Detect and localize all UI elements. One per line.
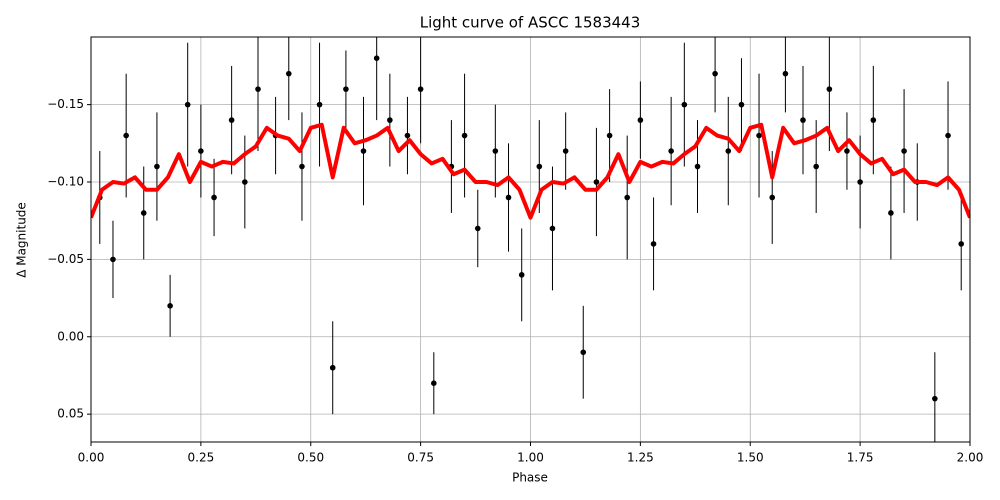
data-point — [549, 225, 556, 232]
y-tick-label: 0.05 — [57, 407, 84, 421]
trend-line — [91, 122, 970, 220]
x-tick-label: 1.25 — [627, 451, 654, 465]
data-point — [404, 132, 411, 139]
data-point — [343, 86, 349, 92]
data-point — [769, 194, 776, 201]
data-point — [650, 241, 657, 247]
data-point — [756, 132, 762, 139]
data-point — [800, 117, 806, 123]
data-point — [844, 148, 850, 154]
data-point — [184, 101, 191, 108]
data-point — [562, 148, 569, 154]
data-point — [637, 117, 644, 123]
data-point — [387, 117, 393, 123]
x-tick-label: 1.50 — [737, 451, 764, 465]
data-point — [518, 272, 525, 278]
x-tick-label: 1.00 — [517, 451, 544, 465]
data-point — [712, 70, 718, 77]
data-point — [211, 194, 217, 201]
data-point — [624, 194, 630, 201]
data-point — [870, 117, 877, 123]
data-point — [474, 225, 481, 232]
data-point — [255, 86, 261, 92]
data-point — [826, 86, 833, 92]
y-tick-label: 0.00 — [57, 329, 84, 343]
data-point — [198, 148, 204, 154]
data-point — [945, 132, 951, 139]
x-tick-label: 0.25 — [188, 451, 215, 465]
data-point — [958, 241, 965, 247]
y-tick-label: −0.15 — [47, 97, 84, 111]
data-point — [580, 349, 587, 356]
data-point — [593, 179, 600, 185]
x-tick-label: 1.75 — [847, 451, 874, 465]
data-point — [813, 163, 819, 170]
data-point — [167, 303, 173, 309]
data-point — [299, 163, 305, 170]
data-point — [329, 364, 336, 371]
data-point — [360, 148, 367, 154]
data-point — [738, 101, 745, 108]
x-tick-label: 0.75 — [407, 451, 434, 465]
data-point — [123, 132, 129, 139]
data-point — [857, 179, 863, 185]
x-tick-label: 2.00 — [957, 451, 984, 465]
x-tick-label: 0.00 — [78, 451, 105, 465]
x-tick-label: 0.50 — [297, 451, 324, 465]
data-point — [417, 86, 424, 92]
data-point — [888, 210, 894, 216]
plot-area — [91, 37, 970, 442]
data-point — [140, 210, 147, 216]
chart-title: Light curve of ASCC 1583443 — [420, 14, 641, 32]
data-point — [228, 117, 235, 123]
data-point — [681, 101, 688, 108]
x-axis-label: Phase — [512, 471, 548, 485]
data-point — [505, 194, 512, 201]
data-point — [461, 132, 468, 139]
y-axis-label: Δ Magnitude — [15, 202, 29, 278]
data-point — [154, 163, 160, 170]
data-point — [242, 179, 248, 185]
data-point — [694, 163, 701, 170]
data-point — [373, 55, 380, 62]
data-point — [901, 148, 907, 154]
data-point — [606, 132, 613, 139]
data-point — [932, 395, 938, 402]
data-point — [316, 101, 323, 108]
data-point — [668, 148, 674, 154]
data-point — [285, 70, 292, 77]
plot-frame — [90, 36, 971, 443]
y-tick-label: −0.10 — [47, 175, 84, 189]
data-point — [431, 380, 437, 386]
data-point — [782, 70, 789, 77]
data-point — [110, 256, 116, 263]
y-tick-label: −0.05 — [47, 252, 84, 266]
data-point — [725, 148, 732, 154]
data-point — [536, 163, 543, 170]
data-point — [492, 148, 499, 154]
